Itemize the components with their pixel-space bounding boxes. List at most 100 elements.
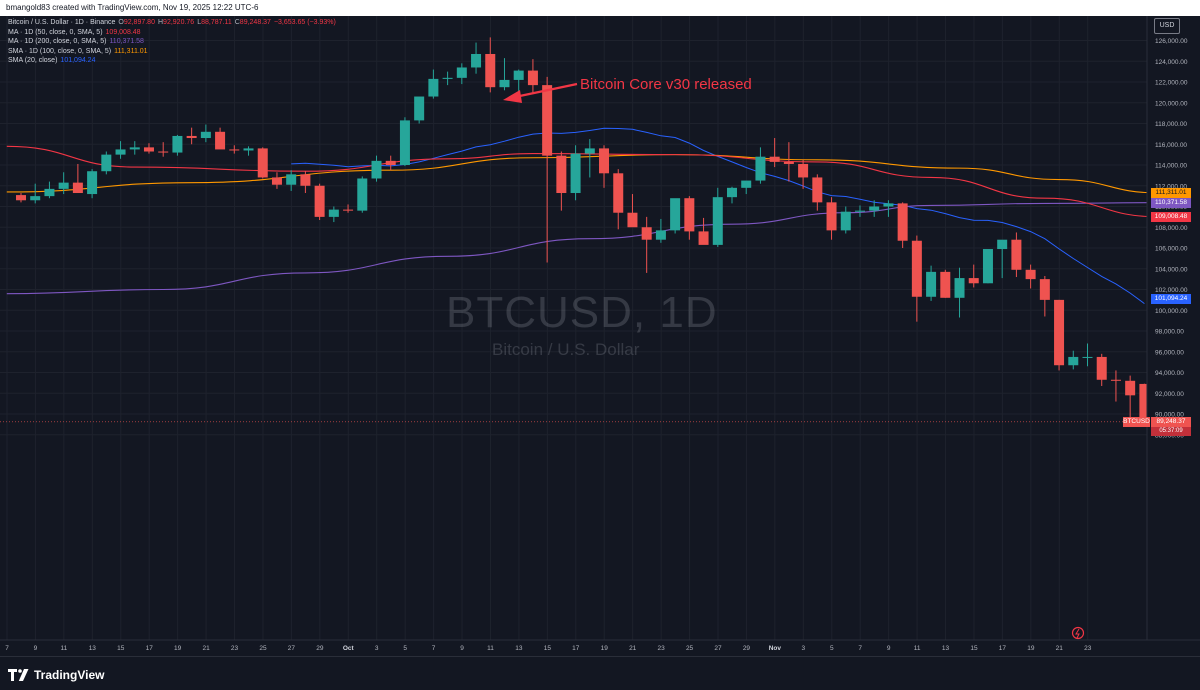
candle-down[interactable] bbox=[16, 195, 26, 201]
chart-pane[interactable]: 88,000.0090,000.0092,000.0094,000.0096,0… bbox=[0, 16, 1200, 656]
candle-down[interactable] bbox=[271, 177, 282, 185]
candle-down[interactable] bbox=[1110, 379, 1121, 381]
candle-down[interactable] bbox=[1054, 299, 1065, 366]
candle-down[interactable] bbox=[641, 227, 652, 240]
currency-selector[interactable]: USD bbox=[1154, 18, 1180, 34]
candle-down[interactable] bbox=[911, 240, 922, 297]
candle-down[interactable] bbox=[1011, 239, 1022, 270]
candle-up[interactable] bbox=[115, 149, 126, 155]
candle-down[interactable] bbox=[527, 70, 538, 86]
candle-up[interactable] bbox=[30, 196, 41, 201]
candle-down[interactable] bbox=[186, 135, 197, 139]
candle-up[interactable] bbox=[926, 271, 937, 297]
candle-down[interactable] bbox=[257, 148, 268, 178]
candle-up[interactable] bbox=[58, 182, 69, 189]
candle-up[interactable] bbox=[954, 278, 965, 298]
candle-down[interactable] bbox=[1039, 279, 1050, 300]
candle-up[interactable] bbox=[399, 120, 410, 165]
candle-down[interactable] bbox=[385, 160, 396, 165]
candle-down[interactable] bbox=[542, 85, 553, 156]
candle-down[interactable] bbox=[613, 173, 624, 213]
indicator-label[interactable]: MA · 1D (200, close, 0, SMA, 5) bbox=[8, 38, 107, 46]
candle-up[interactable] bbox=[442, 77, 453, 79]
replay-icon-bolt bbox=[1075, 628, 1080, 639]
candle-down[interactable] bbox=[1096, 356, 1107, 380]
price-chart[interactable]: 88,000.0090,000.0092,000.0094,000.0096,0… bbox=[0, 16, 1200, 656]
candle-down[interactable] bbox=[769, 156, 780, 162]
candle-down[interactable] bbox=[940, 271, 951, 298]
candle-up[interactable] bbox=[200, 131, 211, 139]
candle-up[interactable] bbox=[456, 67, 467, 78]
replay-icon-ring[interactable] bbox=[1071, 626, 1085, 640]
candle-up[interactable] bbox=[712, 197, 723, 245]
candle-down[interactable] bbox=[556, 155, 567, 194]
candle-up[interactable] bbox=[87, 171, 98, 195]
legend-indicator-sma20[interactable]: SMA (20, close) 101,094.24 bbox=[8, 56, 336, 66]
candle-down[interactable] bbox=[684, 198, 695, 232]
legend-indicator-sma100[interactable]: SMA · 1D (100, close, 0, SMA, 5) 111,311… bbox=[8, 47, 336, 57]
candle-up[interactable] bbox=[741, 180, 752, 188]
candle-down[interactable] bbox=[1139, 383, 1150, 422]
candle-down[interactable] bbox=[229, 149, 240, 151]
legend-symbol-name[interactable]: Bitcoin / U.S. Dollar · 1D · Binance bbox=[8, 19, 116, 26]
candle-up[interactable] bbox=[371, 160, 382, 179]
time-axis-bg[interactable] bbox=[0, 640, 1147, 656]
candle-down[interactable] bbox=[783, 161, 794, 164]
candle-up[interactable] bbox=[1068, 356, 1079, 366]
candle-up[interactable] bbox=[570, 153, 581, 194]
candle-up[interactable] bbox=[513, 70, 524, 80]
legend-indicator-ma200[interactable]: MA · 1D (200, close, 0, SMA, 5) 110,371.… bbox=[8, 37, 336, 47]
candle-down[interactable] bbox=[158, 151, 169, 153]
tradingview-logo[interactable]: TradingView bbox=[8, 667, 104, 683]
legend-indicator-ma50[interactable]: MA · 1D (50, close, 0, SMA, 5) 109,008.4… bbox=[8, 28, 336, 38]
candle-down[interactable] bbox=[300, 174, 311, 186]
candle-up[interactable] bbox=[727, 187, 737, 198]
candle-up[interactable] bbox=[129, 147, 140, 150]
candle-up[interactable] bbox=[428, 78, 439, 97]
candle-up[interactable] bbox=[1082, 356, 1093, 358]
candle-down[interactable] bbox=[968, 278, 979, 284]
candle-down[interactable] bbox=[314, 185, 325, 217]
candle-down[interactable] bbox=[897, 203, 908, 241]
candle-down[interactable] bbox=[485, 53, 496, 88]
candle-up[interactable] bbox=[883, 203, 894, 207]
candle-up[interactable] bbox=[243, 148, 254, 151]
candle-up[interactable] bbox=[471, 53, 482, 68]
candle-down[interactable] bbox=[826, 202, 837, 231]
indicator-label[interactable]: SMA (20, close) bbox=[8, 57, 58, 65]
candle-up[interactable] bbox=[840, 211, 851, 231]
candle-up[interactable] bbox=[414, 96, 425, 121]
candle-up[interactable] bbox=[584, 148, 595, 154]
candle-down[interactable] bbox=[698, 231, 709, 245]
candle-down[interactable] bbox=[812, 177, 823, 203]
candle-down[interactable] bbox=[627, 212, 638, 228]
price-axis-bg[interactable] bbox=[1147, 16, 1200, 640]
candle-up[interactable] bbox=[670, 198, 681, 231]
candle-up[interactable] bbox=[869, 206, 880, 211]
price-tick-label: 98,000.00 bbox=[1155, 329, 1184, 336]
candle-up[interactable] bbox=[357, 178, 368, 211]
time-tick-label: 21 bbox=[202, 645, 210, 652]
candle-down[interactable] bbox=[1125, 380, 1136, 396]
candle-down[interactable] bbox=[215, 131, 226, 150]
candle-up[interactable] bbox=[172, 135, 183, 153]
candle-up[interactable] bbox=[997, 239, 1008, 250]
candle-up[interactable] bbox=[44, 188, 55, 197]
candle-down[interactable] bbox=[143, 147, 154, 152]
candle-down[interactable] bbox=[72, 182, 83, 194]
candle-up[interactable] bbox=[286, 174, 297, 185]
candle-down[interactable] bbox=[343, 209, 354, 211]
candle-up[interactable] bbox=[328, 209, 339, 217]
indicator-label[interactable]: SMA · 1D (100, close, 0, SMA, 5) bbox=[8, 47, 112, 55]
indicator-label[interactable]: MA · 1D (50, close, 0, SMA, 5) bbox=[8, 28, 103, 36]
candle-down[interactable] bbox=[599, 148, 610, 174]
candle-up[interactable] bbox=[655, 230, 666, 240]
candle-down[interactable] bbox=[798, 163, 809, 178]
candle-down[interactable] bbox=[1025, 269, 1036, 280]
candle-up[interactable] bbox=[982, 249, 993, 284]
candle-up[interactable] bbox=[854, 210, 865, 212]
legend-symbol-row[interactable]: Bitcoin / U.S. Dollar · 1D · Binance O92… bbox=[8, 18, 336, 28]
candle-up[interactable] bbox=[499, 79, 510, 88]
candle-up[interactable] bbox=[101, 154, 112, 172]
candle-up[interactable] bbox=[755, 156, 766, 181]
